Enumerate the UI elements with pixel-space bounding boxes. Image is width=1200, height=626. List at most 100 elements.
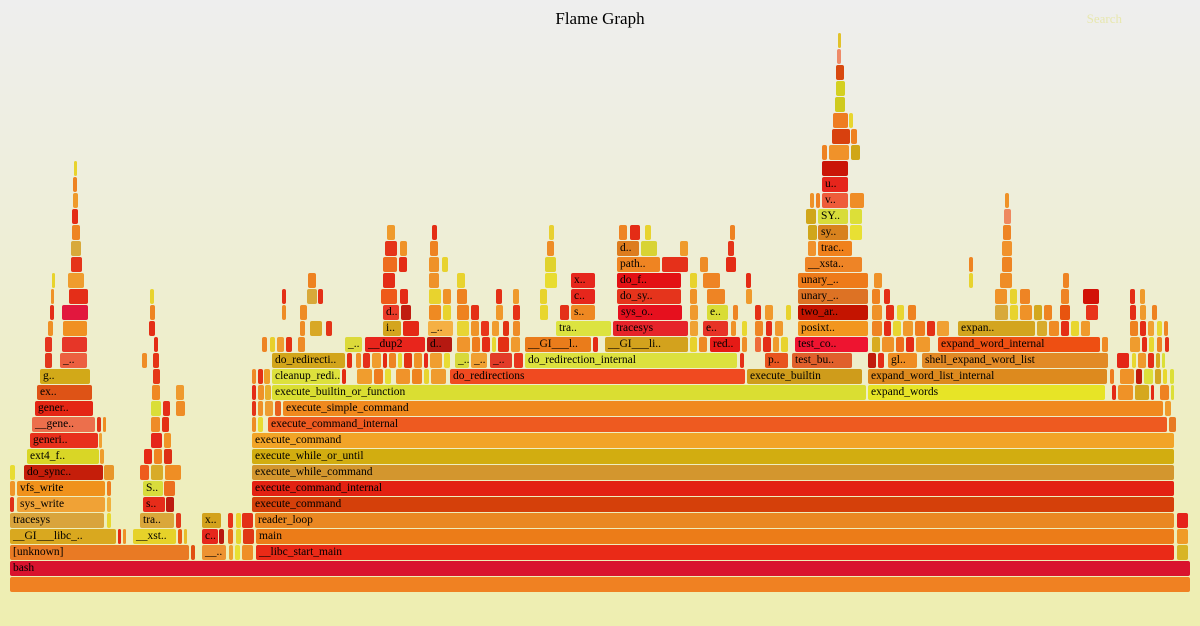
frame[interactable] [264, 369, 270, 384]
frame-bash[interactable]: bash [10, 561, 1190, 576]
frame-x..[interactable]: x.. [202, 513, 221, 528]
frame[interactable] [1117, 353, 1129, 368]
frame[interactable] [412, 369, 422, 384]
frame[interactable] [270, 337, 275, 352]
frame[interactable] [549, 225, 554, 240]
frame[interactable] [806, 209, 816, 224]
frame-posixt..[interactable]: posixt.. [798, 321, 868, 336]
frame[interactable] [72, 225, 80, 240]
frame-g..[interactable]: g.. [40, 369, 90, 384]
frame[interactable] [1130, 337, 1140, 352]
frame[interactable] [400, 241, 407, 256]
frame-do_f..[interactable]: do_f.. [617, 273, 681, 288]
frame[interactable] [1005, 193, 1009, 208]
frame[interactable] [152, 385, 160, 400]
frame[interactable] [265, 401, 273, 416]
frame[interactable] [258, 401, 263, 416]
frame[interactable] [775, 321, 783, 336]
frame[interactable] [1061, 321, 1069, 336]
frame[interactable] [849, 113, 853, 128]
frame[interactable] [1177, 513, 1188, 528]
frame[interactable] [1004, 209, 1011, 224]
search-link[interactable]: Search [1086, 11, 1122, 26]
frame[interactable] [118, 529, 121, 544]
frame[interactable] [851, 145, 860, 160]
frame[interactable] [318, 289, 323, 304]
frame[interactable] [1120, 369, 1134, 384]
frame[interactable] [398, 353, 402, 368]
frame[interactable] [882, 337, 894, 352]
frame-reader_loop[interactable]: reader_loop [255, 513, 1174, 528]
frame[interactable] [680, 241, 688, 256]
frame[interactable] [836, 81, 845, 96]
frame[interactable] [690, 273, 697, 288]
frame[interactable] [300, 305, 307, 320]
frame-ex..[interactable]: ex.. [37, 385, 92, 400]
frame[interactable] [746, 289, 752, 304]
frame[interactable] [68, 273, 84, 288]
frame-vfs_write[interactable]: vfs_write [17, 481, 105, 496]
frame[interactable] [1020, 305, 1032, 320]
frame[interactable] [766, 321, 772, 336]
frame[interactable] [62, 305, 88, 320]
frame-tra..[interactable]: tra.. [556, 321, 611, 336]
frame[interactable] [1156, 353, 1160, 368]
frame-__GI___libc_..[interactable]: __GI___libc_.. [10, 529, 116, 544]
frame-execute_command_internal[interactable]: execute_command_internal [268, 417, 1167, 432]
frame[interactable] [1136, 369, 1142, 384]
frame[interactable] [107, 513, 111, 528]
frame[interactable] [1130, 321, 1138, 336]
frame[interactable] [765, 305, 773, 320]
frame-tra..[interactable]: tra.. [140, 513, 174, 528]
frame[interactable] [496, 305, 503, 320]
frame[interactable] [51, 289, 54, 304]
frame[interactable] [897, 305, 904, 320]
frame[interactable] [107, 481, 111, 496]
frame[interactable] [74, 161, 77, 176]
frame[interactable] [107, 497, 111, 512]
frame[interactable] [52, 273, 55, 288]
frame[interactable] [326, 321, 332, 336]
frame-unary_..[interactable]: unary_.. [798, 289, 868, 304]
frame[interactable] [100, 449, 104, 464]
frame-sy..[interactable]: sy.. [818, 225, 848, 240]
frame[interactable] [1132, 353, 1136, 368]
frame[interactable] [429, 257, 439, 272]
frame-e..[interactable]: e.. [703, 321, 728, 336]
frame-s..[interactable]: s.. [571, 305, 595, 320]
frame[interactable] [62, 337, 87, 352]
frame-_..[interactable]: _.. [345, 337, 362, 352]
frame[interactable] [457, 289, 467, 304]
frame[interactable] [1152, 305, 1157, 320]
frame[interactable] [357, 369, 372, 384]
frame[interactable] [252, 385, 256, 400]
frame[interactable] [903, 321, 913, 336]
frame[interactable] [219, 529, 224, 544]
frame[interactable] [443, 289, 451, 304]
frame-c..[interactable]: c.. [202, 529, 218, 544]
frame[interactable] [1060, 305, 1070, 320]
frame[interactable] [431, 369, 446, 384]
frame-v..[interactable]: v.. [822, 193, 848, 208]
frame[interactable] [872, 321, 882, 336]
frame[interactable] [162, 417, 169, 432]
frame[interactable] [742, 337, 747, 352]
frame[interactable] [444, 353, 450, 368]
frame[interactable] [286, 337, 292, 352]
frame[interactable] [1160, 385, 1169, 400]
frame[interactable] [424, 369, 429, 384]
frame[interactable] [690, 321, 698, 336]
frame[interactable] [730, 225, 735, 240]
frame[interactable] [773, 337, 779, 352]
frame[interactable] [740, 353, 744, 368]
frame-ext4_f..[interactable]: ext4_f.. [27, 449, 99, 464]
frame[interactable] [235, 545, 240, 560]
frame[interactable] [252, 369, 256, 384]
frame[interactable] [835, 97, 845, 112]
frame[interactable] [560, 305, 569, 320]
frame[interactable] [1063, 273, 1069, 288]
frame[interactable] [1163, 369, 1167, 384]
frame[interactable] [1164, 321, 1168, 336]
frame[interactable] [151, 401, 161, 416]
frame[interactable] [429, 289, 441, 304]
